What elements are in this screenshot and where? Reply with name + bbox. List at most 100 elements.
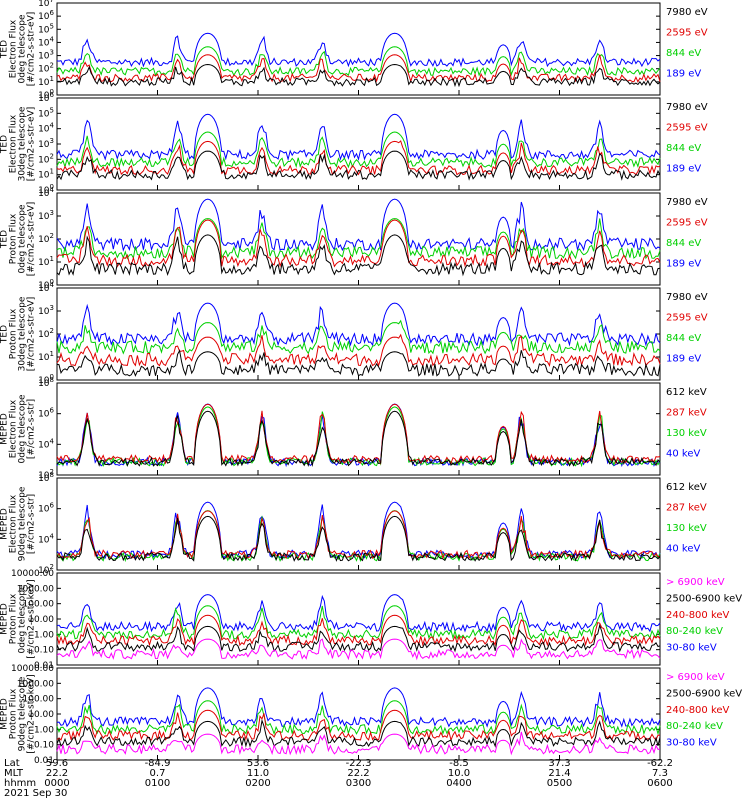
y-tick-label: 102	[38, 62, 54, 75]
legend-entry: 189 eV	[666, 354, 701, 365]
series-line	[56, 515, 661, 562]
series-line	[56, 131, 661, 169]
series-line	[56, 140, 661, 176]
x-tick-label: 59.6	[46, 758, 68, 769]
x-tick-label: 37.3	[548, 758, 570, 769]
legend-entry: 189 eV	[666, 259, 701, 270]
y-tick-label: 100.00	[23, 695, 55, 705]
legend-entry: 2595 eV	[666, 313, 708, 324]
x-tick-label: 0300	[346, 778, 371, 789]
legend-entry: 30-80 keV	[666, 643, 717, 654]
series-line	[56, 731, 661, 756]
y-tick-label: 1000.00	[17, 584, 54, 594]
legend-entry: 2595 eV	[666, 123, 708, 134]
legend-entry: 80-240 keV	[666, 721, 723, 732]
legend-entry: 612 keV	[666, 387, 707, 398]
y-axis-label: MEPEDProton Flux90deg telescope[#/cm2-s-…	[0, 674, 37, 753]
y-tick-label: 0.10	[34, 741, 54, 751]
series-line	[56, 700, 661, 736]
y-tick-label: 105	[38, 106, 54, 119]
y-tick-label: 102	[38, 152, 54, 165]
panel-frame	[56, 97, 661, 191]
series-line	[56, 234, 661, 277]
y-axis-label: MEPEDElectron Flux0deg telescope[#/cm2-s…	[0, 394, 37, 464]
panel-frame	[56, 2, 661, 96]
x-tick-label: 0100	[145, 778, 170, 789]
x-tick-label: 0000	[44, 778, 69, 789]
y-axis-label: TEDElectron Flux30deg telescope[#/cm2-s-…	[0, 106, 37, 181]
legend-entry: 40 keV	[666, 544, 700, 555]
y-tick-label: 104	[38, 35, 54, 48]
y-tick-label: 103	[38, 209, 54, 222]
y-tick-label: 102	[38, 232, 54, 245]
series-line	[56, 605, 661, 641]
legend-entry: 7980 eV	[666, 102, 708, 113]
y-tick-label: 107	[38, 0, 54, 9]
legend-entry: 189 eV	[666, 164, 701, 175]
panel-frame	[56, 287, 661, 381]
y-axis-label: TEDElectron Flux0deg telescope[#/cm2-s-s…	[0, 12, 37, 87]
x-tick-label: -62.2	[647, 758, 673, 769]
y-tick-label: 106	[38, 407, 54, 420]
x-tick-label: 0400	[446, 778, 471, 789]
legend-entry: 40 keV	[666, 449, 700, 460]
series-line	[56, 614, 661, 647]
date-label: 2021 Sep 30	[4, 788, 67, 799]
legend-entry: 2500-6900 keV	[666, 593, 742, 604]
legend-entry: 30-80 keV	[666, 738, 717, 749]
x-tick-label: 0500	[547, 778, 572, 789]
y-tick-label: 104	[38, 437, 54, 450]
y-tick-label: 102	[38, 327, 54, 340]
legend-entry: 844 eV	[666, 333, 701, 344]
series-line	[56, 218, 661, 260]
y-axis-label: MEPEDProton Flux0deg telescope[#/cm2-s-s…	[0, 579, 37, 658]
series-line	[56, 410, 661, 468]
series-line	[56, 113, 661, 162]
legend-entry: > 6900 keV	[666, 577, 725, 588]
y-tick-label: 104	[38, 122, 54, 135]
x-tick-label: 0.7	[150, 768, 166, 779]
y-tick-label: 0.01	[34, 756, 54, 766]
series-line	[56, 403, 661, 465]
series-line	[56, 319, 661, 355]
x-tick-label: 21.4	[548, 768, 570, 779]
y-tick-label: 101	[38, 168, 54, 181]
y-tick-label: 101	[38, 75, 54, 88]
x-tick-label: 22.2	[46, 768, 68, 779]
series-line	[56, 638, 661, 661]
legend-entry: 2500-6900 keV	[666, 688, 742, 699]
y-tick-label: 106	[38, 9, 54, 22]
legend-entry: 7980 eV	[666, 7, 708, 18]
series-line	[56, 219, 661, 268]
x-tick-label: 7.3	[652, 768, 668, 779]
y-tick-label: 1.00	[34, 630, 54, 640]
y-tick-label: 10.00	[28, 615, 54, 625]
series-line	[56, 32, 661, 68]
x-tick-label: -84.9	[145, 758, 171, 769]
x-row-label: hhmm	[4, 778, 36, 789]
panel-frame	[56, 667, 661, 761]
y-tick-label: 104	[38, 532, 54, 545]
x-row-label: MLT	[4, 768, 24, 779]
y-tick-label: 103	[38, 49, 54, 62]
y-tick-label: 103	[38, 304, 54, 317]
y-tick-label: 103	[38, 137, 54, 150]
y-axis-label: TEDProton Flux0deg telescope[#/cm2-s-str…	[0, 202, 37, 277]
series-line	[56, 63, 661, 88]
panel-8: 0.01 0.10 1.00 10.00 100.00 1000.00 10000.00ME…	[0, 664, 742, 766]
series-line	[56, 403, 661, 468]
series-line	[56, 54, 661, 84]
y-tick-label: 0.01	[34, 661, 54, 671]
legend-entry: 7980 eV	[666, 292, 708, 303]
legend-entry: 287 keV	[666, 408, 707, 419]
x-tick-label: -8.5	[449, 758, 469, 769]
y-tick-label: 1.00	[34, 725, 54, 735]
x-row-label: Lat	[4, 758, 20, 769]
